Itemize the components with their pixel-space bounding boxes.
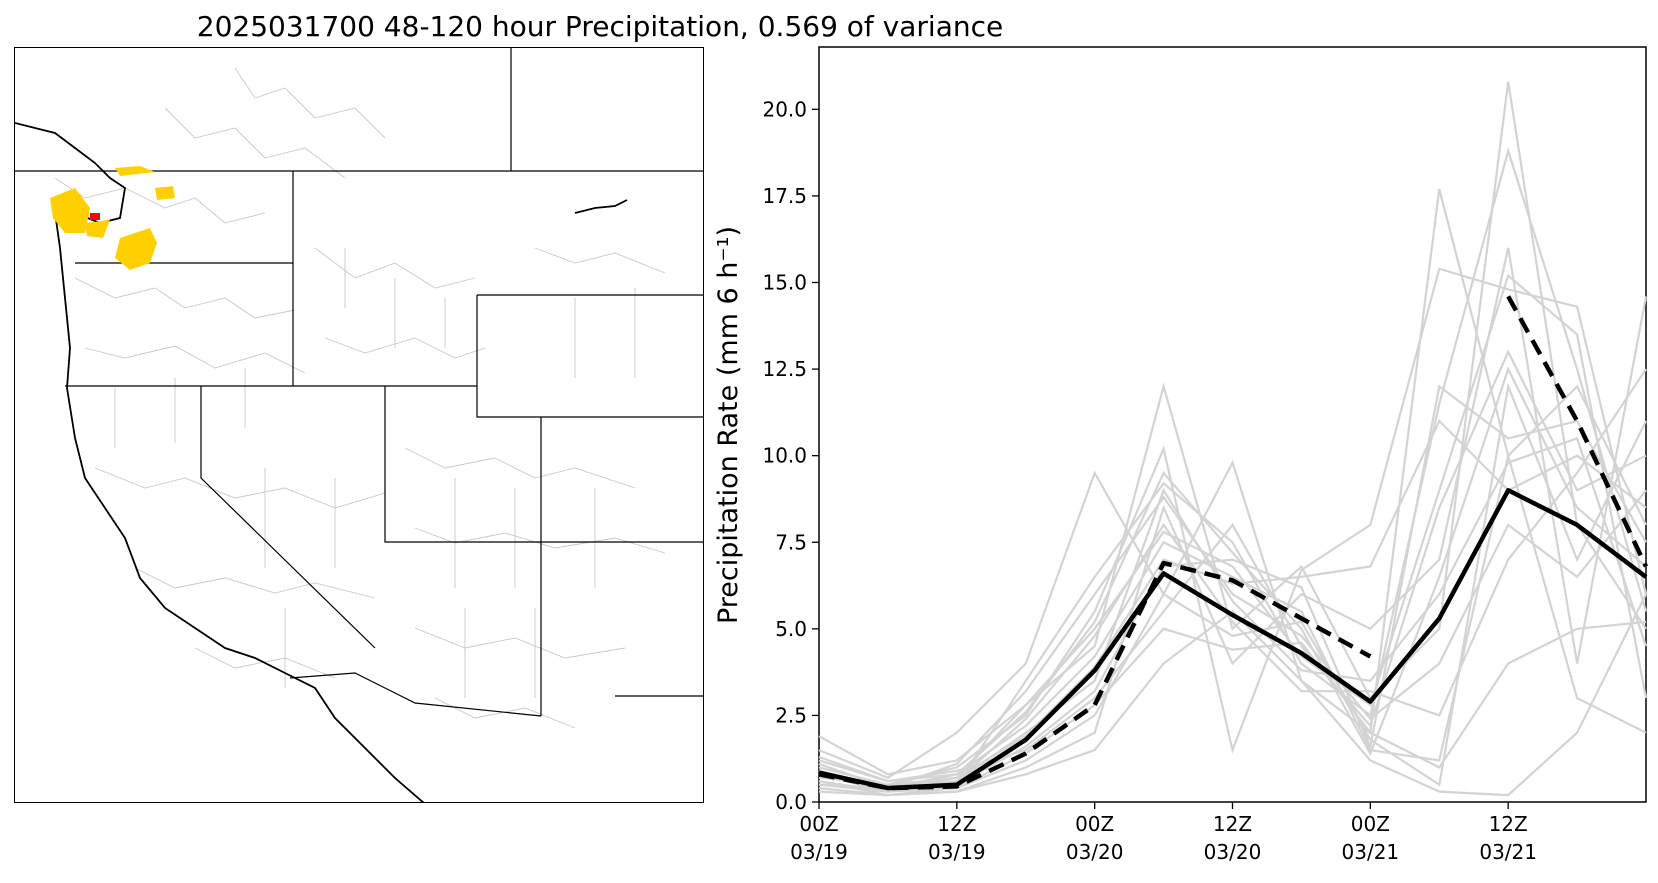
summary-series bbox=[818, 295, 1649, 791]
basin-map bbox=[14, 47, 704, 803]
y-tick-label: 17.5 bbox=[762, 184, 807, 208]
member-line-16 bbox=[818, 366, 1647, 783]
highlighted-basins bbox=[50, 166, 175, 270]
y-tick-label: 2.5 bbox=[775, 703, 807, 727]
basin-boundaries bbox=[54, 67, 666, 729]
y-axis: 0.0 2.5 5.0 7.5 10.0 12.5 15.0 17.5 20.0 bbox=[762, 97, 819, 814]
x-axis: 00Z 03/19 12Z 03/19 00Z 03/20 12Z 03/20 00Z 03/21… bbox=[790, 802, 1537, 864]
x-tick-label-date: 03/20 bbox=[1066, 840, 1124, 864]
figure-title: 2025031700 48-120 hour Precipitation, 0.… bbox=[196, 10, 1004, 43]
y-tick-label: 7.5 bbox=[775, 530, 807, 554]
x-tick-label-date: 03/21 bbox=[1342, 840, 1400, 864]
y-tick-label: 12.5 bbox=[762, 357, 807, 381]
x-tick-label-hour: 12Z bbox=[937, 812, 976, 836]
x-tick-label-date: 03/19 bbox=[928, 840, 986, 864]
y-tick-label: 5.0 bbox=[775, 617, 807, 641]
x-tick-label-date: 03/19 bbox=[790, 840, 848, 864]
x-tick-label-date: 03/20 bbox=[1204, 840, 1262, 864]
member-line-11 bbox=[818, 593, 1647, 797]
state-borders bbox=[15, 48, 703, 717]
x-tick-label-hour: 00Z bbox=[1075, 812, 1114, 836]
y-tick-label: 0.0 bbox=[775, 790, 807, 814]
map-canvas bbox=[15, 48, 703, 802]
observed-line bbox=[818, 295, 1649, 791]
y-axis-label: Precipitation Rate (mm 6 h⁻¹) bbox=[713, 226, 744, 624]
x-tick-label-date: 03/21 bbox=[1479, 840, 1537, 864]
member-line-1 bbox=[818, 81, 1647, 776]
member-line-12 bbox=[818, 489, 1647, 790]
member-line-7 bbox=[818, 349, 1647, 783]
member-line-15 bbox=[818, 620, 1647, 793]
x-tick-label-hour: 00Z bbox=[1351, 812, 1390, 836]
x-tick-label-hour: 00Z bbox=[799, 812, 838, 836]
member-line-14 bbox=[818, 368, 1647, 786]
member-line-6 bbox=[818, 384, 1647, 790]
x-tick-label-hour: 12Z bbox=[1489, 812, 1528, 836]
y-tick-label: 15.0 bbox=[762, 271, 807, 295]
member-line-17 bbox=[818, 419, 1647, 790]
member-line-5 bbox=[818, 247, 1648, 797]
y-tick-label: 10.0 bbox=[762, 444, 807, 468]
member-line-3 bbox=[818, 267, 1648, 786]
member-line-10 bbox=[818, 273, 1648, 786]
y-tick-label: 20.0 bbox=[762, 97, 807, 121]
plot-frame bbox=[818, 46, 1647, 803]
member-line-13 bbox=[818, 384, 1647, 793]
x-tick-label-hour: 12Z bbox=[1213, 812, 1252, 836]
ensemble-members bbox=[818, 81, 1648, 797]
member-line-4 bbox=[818, 147, 1648, 793]
member-line-9 bbox=[818, 382, 1647, 797]
